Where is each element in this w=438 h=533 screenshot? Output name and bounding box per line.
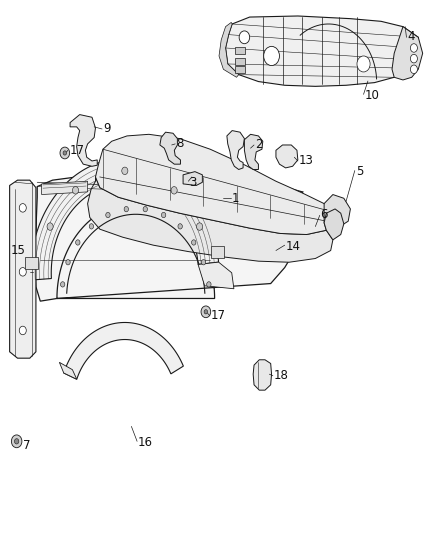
Polygon shape [392,27,423,80]
Circle shape [19,268,26,276]
Circle shape [201,306,211,318]
Circle shape [162,212,166,217]
Polygon shape [227,131,244,169]
Circle shape [122,167,128,175]
Polygon shape [219,22,239,77]
Text: 18: 18 [274,369,289,382]
Circle shape [106,212,110,217]
Text: 17: 17 [211,309,226,322]
Text: 5: 5 [356,165,363,178]
Polygon shape [160,132,180,164]
FancyBboxPatch shape [235,47,245,54]
Text: 1: 1 [232,192,240,205]
Text: 13: 13 [299,155,314,167]
Polygon shape [226,16,418,86]
Text: 8: 8 [176,138,184,150]
Text: 17: 17 [69,144,84,157]
Polygon shape [64,322,184,379]
Circle shape [264,46,279,66]
Circle shape [143,206,148,212]
Text: 15: 15 [11,244,26,257]
Polygon shape [31,158,219,280]
Polygon shape [183,172,202,185]
FancyBboxPatch shape [235,66,245,73]
Circle shape [19,326,26,335]
Polygon shape [324,195,350,230]
Circle shape [239,31,250,44]
FancyBboxPatch shape [25,257,38,269]
Circle shape [357,56,370,72]
Text: 3: 3 [189,176,197,189]
Circle shape [63,151,67,155]
Text: 6: 6 [321,208,328,221]
Circle shape [60,147,70,159]
Polygon shape [276,145,298,168]
Polygon shape [324,209,344,240]
Circle shape [60,282,65,287]
Text: 2: 2 [255,139,262,151]
Circle shape [178,224,182,229]
Circle shape [191,240,196,245]
Circle shape [410,54,417,63]
Circle shape [47,223,53,230]
Circle shape [410,44,417,52]
Circle shape [207,282,211,287]
Polygon shape [95,134,337,235]
Circle shape [11,435,22,448]
Polygon shape [88,177,333,262]
Circle shape [410,65,417,74]
Circle shape [197,223,203,230]
Circle shape [89,224,94,229]
Circle shape [72,187,78,194]
Polygon shape [253,360,272,390]
Circle shape [76,240,80,245]
Polygon shape [10,180,36,358]
Circle shape [204,310,208,314]
Circle shape [14,439,19,444]
Polygon shape [60,362,77,379]
Text: 14: 14 [286,240,300,253]
Text: 9: 9 [103,123,110,135]
Circle shape [201,260,206,265]
FancyBboxPatch shape [211,246,224,258]
Polygon shape [70,115,97,166]
Text: 16: 16 [138,436,153,449]
Circle shape [171,187,177,194]
Circle shape [19,204,26,212]
Text: 4: 4 [407,30,415,43]
Text: 7: 7 [23,439,30,451]
Circle shape [124,206,128,212]
Polygon shape [244,134,263,169]
Polygon shape [35,177,304,301]
FancyBboxPatch shape [235,58,245,65]
Text: 10: 10 [364,90,379,102]
Polygon shape [198,262,234,289]
Polygon shape [42,181,88,195]
Circle shape [66,260,70,265]
